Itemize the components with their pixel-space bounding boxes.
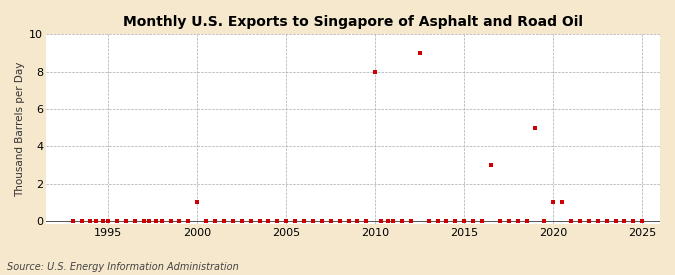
Point	[227, 219, 238, 223]
Point	[548, 200, 559, 205]
Point	[200, 219, 211, 223]
Point	[165, 219, 176, 223]
Point	[144, 219, 155, 223]
Point	[477, 219, 487, 223]
Point	[121, 219, 132, 223]
Point	[68, 219, 78, 223]
Point	[539, 219, 549, 223]
Point	[343, 219, 354, 223]
Point	[494, 219, 505, 223]
Point	[485, 163, 496, 167]
Point	[90, 219, 101, 223]
Point	[619, 219, 630, 223]
Point	[521, 219, 532, 223]
Point	[557, 200, 568, 205]
Point	[85, 219, 96, 223]
Point	[396, 219, 407, 223]
Point	[361, 219, 372, 223]
Point	[387, 219, 398, 223]
Y-axis label: Thousand Barrels per Day: Thousand Barrels per Day	[15, 61, 25, 197]
Point	[406, 219, 416, 223]
Point	[375, 219, 386, 223]
Point	[592, 219, 603, 223]
Point	[610, 219, 621, 223]
Point	[245, 219, 256, 223]
Point	[414, 51, 425, 55]
Point	[151, 219, 162, 223]
Point	[530, 125, 541, 130]
Point	[370, 70, 381, 74]
Point	[308, 219, 319, 223]
Text: Source: U.S. Energy Information Administration: Source: U.S. Energy Information Administ…	[7, 262, 238, 272]
Point	[254, 219, 265, 223]
Point	[183, 219, 194, 223]
Point	[210, 219, 221, 223]
Point	[382, 219, 393, 223]
Point	[103, 219, 113, 223]
Point	[450, 219, 461, 223]
Point	[290, 219, 300, 223]
Point	[236, 219, 247, 223]
Point	[325, 219, 336, 223]
Point	[97, 219, 108, 223]
Point	[130, 219, 140, 223]
Point	[601, 219, 612, 223]
Point	[441, 219, 452, 223]
Point	[574, 219, 585, 223]
Point	[112, 219, 123, 223]
Point	[281, 219, 292, 223]
Title: Monthly U.S. Exports to Singapore of Asphalt and Road Oil: Monthly U.S. Exports to Singapore of Asp…	[123, 15, 583, 29]
Point	[432, 219, 443, 223]
Point	[138, 219, 149, 223]
Point	[272, 219, 283, 223]
Point	[352, 219, 363, 223]
Point	[219, 219, 230, 223]
Point	[583, 219, 594, 223]
Point	[76, 219, 87, 223]
Point	[334, 219, 345, 223]
Point	[637, 219, 647, 223]
Point	[263, 219, 274, 223]
Point	[468, 219, 479, 223]
Point	[174, 219, 185, 223]
Point	[628, 219, 639, 223]
Point	[504, 219, 514, 223]
Point	[317, 219, 327, 223]
Point	[192, 200, 202, 205]
Point	[423, 219, 434, 223]
Point	[459, 219, 470, 223]
Point	[156, 219, 167, 223]
Point	[566, 219, 576, 223]
Point	[298, 219, 309, 223]
Point	[512, 219, 523, 223]
